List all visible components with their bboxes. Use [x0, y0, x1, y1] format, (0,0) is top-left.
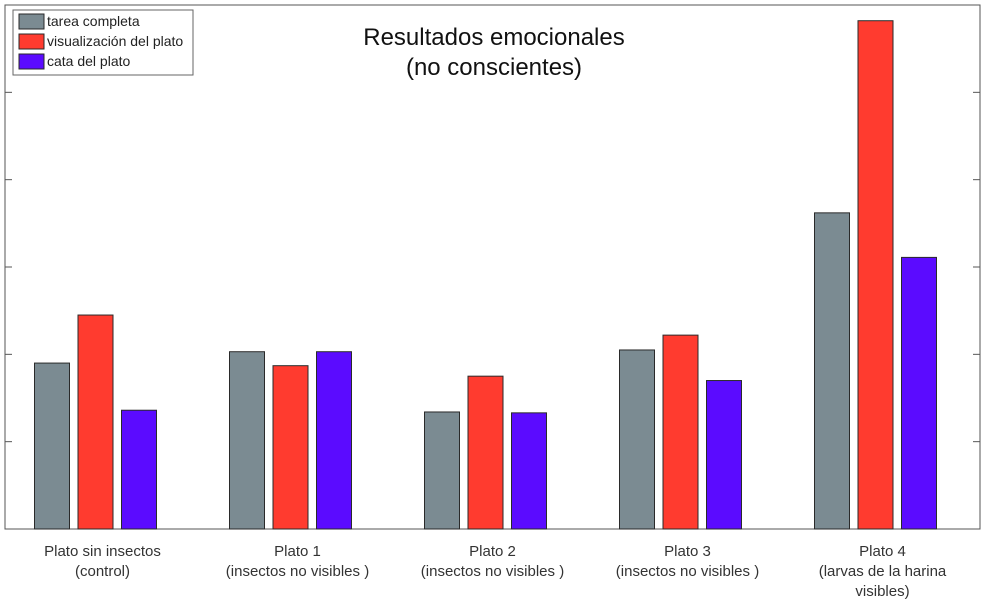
category-label-0-0: Plato sin insectos	[44, 543, 161, 560]
bar-0-3	[619, 349, 655, 530]
category-label-1-1: (insectos no visibles )	[226, 563, 369, 580]
chart-title-line-0: Resultados emocionales	[363, 24, 624, 51]
category-label-2-1: (insectos no visibles )	[421, 563, 564, 580]
bar-2-3	[706, 380, 742, 530]
legend-swatch-1	[18, 33, 45, 50]
chart-title-line-1: (no conscientes)	[406, 54, 582, 81]
bar-2-4	[901, 256, 937, 530]
category-label-0-1: (control)	[75, 563, 130, 580]
category-label-4-1: (larvas de la harina	[819, 563, 947, 580]
bar-0-4	[814, 212, 850, 530]
category-label-3-0: Plato 3	[664, 543, 711, 560]
bar-2-2	[511, 412, 547, 530]
bar-0-0	[34, 362, 70, 530]
category-label-2-0: Plato 2	[469, 543, 516, 560]
category-label-4-2: visibles)	[855, 583, 909, 600]
bar-1-0	[77, 314, 114, 530]
category-label-4-0: Plato 4	[859, 543, 906, 560]
bar-0-1	[229, 351, 265, 530]
bar-0-2	[424, 411, 460, 530]
legend-swatch-0	[18, 13, 45, 30]
bar-1-4	[857, 20, 894, 530]
bar-2-1	[316, 351, 352, 530]
legend-label-2: cata del plato	[47, 53, 130, 69]
legend-label-0: tarea completa	[47, 13, 140, 29]
category-label-1-0: Plato 1	[274, 543, 321, 560]
bar-1-2	[467, 375, 504, 530]
legend-swatch-2	[18, 53, 45, 70]
bar-2-0	[121, 409, 157, 530]
bar-1-3	[662, 334, 699, 530]
category-label-3-1: (insectos no visibles )	[616, 563, 759, 580]
legend-label-1: visualización del plato	[47, 33, 183, 49]
bar-1-1	[272, 365, 309, 530]
